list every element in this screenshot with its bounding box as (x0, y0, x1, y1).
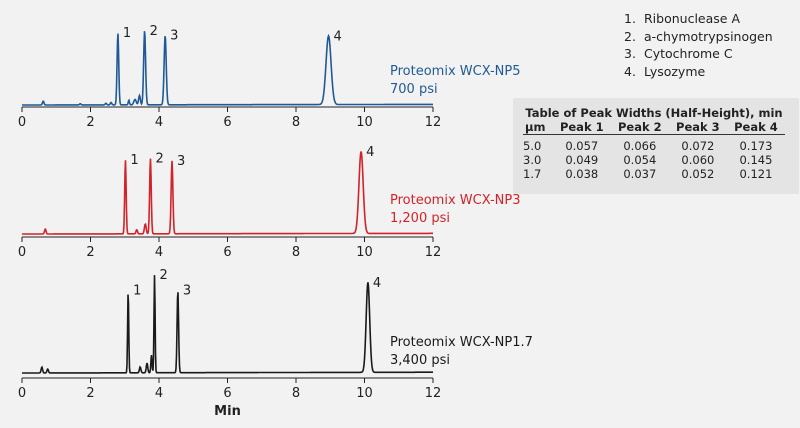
table-cell: 0.057 (565, 138, 599, 153)
x-tick-label: 4 (155, 386, 163, 401)
table-header: Peak 4 (726, 120, 785, 135)
table-cell: 0.060 (681, 152, 715, 167)
x-tick-label: 8 (292, 386, 300, 401)
x-tick-label: 6 (223, 245, 231, 260)
x-tick-label: 4 (155, 245, 163, 260)
peak-width-table: Table of Peak Widths (Half-Height), min … (513, 98, 799, 194)
pressure-label: 700 psi (390, 82, 438, 97)
column-name: Proteomix WCX-NP3 (390, 193, 521, 208)
x-tick-label: 8 (292, 115, 300, 130)
table-cell: 0.054 (623, 152, 657, 167)
peak-label: 1 (123, 26, 131, 41)
x-tick-label: 12 (425, 386, 442, 401)
table-cell: 0.121 (739, 166, 773, 181)
x-tick-label: 0 (18, 386, 26, 401)
legend-name: a-chymotrypsinogen (644, 28, 773, 44)
x-tick-label: 2 (86, 115, 94, 130)
legend-item: 4. Lysozyme (624, 63, 773, 81)
legend-item: 2. a-chymotrypsinogen (624, 28, 773, 46)
table-row: 1.7 0.038 0.037 0.052 0.121 (523, 167, 785, 181)
table-cell: 0.173 (739, 138, 773, 153)
x-tick-label: 6 (223, 115, 231, 130)
peak-label: 3 (183, 284, 191, 299)
legend-num: 4. (624, 63, 636, 79)
peak-label: 2 (160, 268, 168, 283)
peak-label: 1 (130, 153, 138, 168)
peak-label: 3 (177, 154, 185, 169)
x-tick-label: 2 (86, 245, 94, 260)
legend-name: Cytochrome C (644, 46, 733, 61)
legend-item: 1. Ribonuclease A (624, 10, 773, 28)
table-header: Peak 2 (610, 120, 669, 135)
legend-name: Lysozyme (644, 63, 706, 79)
x-tick-label: 0 (18, 115, 26, 130)
x-tick-label: 12 (425, 115, 442, 130)
peak-label: 4 (373, 276, 381, 291)
legend-num: 2. (624, 28, 636, 44)
legend-num: 3. (624, 46, 636, 61)
peak-label: 3 (170, 29, 178, 44)
table-cell: 0.038 (565, 166, 599, 181)
x-tick-label: 8 (292, 245, 300, 260)
x-tick-label: 2 (86, 386, 94, 401)
x-axis-title: Min (214, 404, 241, 419)
table-cell: 0.049 (565, 152, 599, 167)
x-tick-label: 0 (18, 245, 26, 260)
table-cell: 1.7 (523, 166, 542, 181)
x-tick-label: 4 (155, 115, 163, 130)
table-header: Peak 1 (552, 120, 611, 135)
trace-2 (22, 151, 433, 235)
legend-num: 1. (624, 11, 636, 26)
table-cell: 0.037 (623, 166, 657, 181)
table-header: Peak 3 (668, 120, 727, 135)
peak-label: 2 (150, 24, 158, 39)
table-cell: 5.0 (523, 138, 542, 153)
table-cell: 0.072 (681, 138, 715, 153)
trace-3 (22, 275, 433, 374)
column-name: Proteomix WCX-NP5 (390, 64, 521, 79)
peak-label: 4 (334, 29, 342, 44)
peak-label: 1 (133, 284, 141, 299)
legend-name: Ribonuclease A (644, 11, 741, 26)
table-header: µm (523, 120, 553, 135)
table-title: Table of Peak Widths (Half-Height), min (525, 106, 783, 120)
peak-legend: 1. Ribonuclease A 2. a-chymotrypsinogen 3.… (624, 10, 773, 80)
table-row: 5.0 0.057 0.066 0.072 0.173 (523, 139, 785, 153)
table-row: 3.0 0.049 0.054 0.060 0.145 (523, 153, 785, 167)
x-tick-label: 10 (356, 386, 373, 401)
x-tick-label: 12 (425, 245, 442, 260)
table-cell: 3.0 (523, 152, 542, 167)
column-name: Proteomix WCX-NP1.7 (390, 335, 533, 350)
pressure-label: 1,200 psi (390, 211, 450, 226)
x-tick-label: 6 (223, 386, 231, 401)
table-cell: 0.066 (623, 138, 657, 153)
trace-1 (22, 31, 433, 106)
x-tick-label: 10 (356, 115, 373, 130)
table-cell: 0.145 (739, 152, 773, 167)
table-cell: 0.052 (681, 166, 715, 181)
pressure-label: 3,400 psi (390, 353, 450, 368)
peak-label: 2 (155, 152, 163, 167)
peak-label: 4 (366, 145, 374, 160)
legend-item: 3. Cytochrome C (624, 45, 773, 63)
x-tick-label: 10 (356, 245, 373, 260)
